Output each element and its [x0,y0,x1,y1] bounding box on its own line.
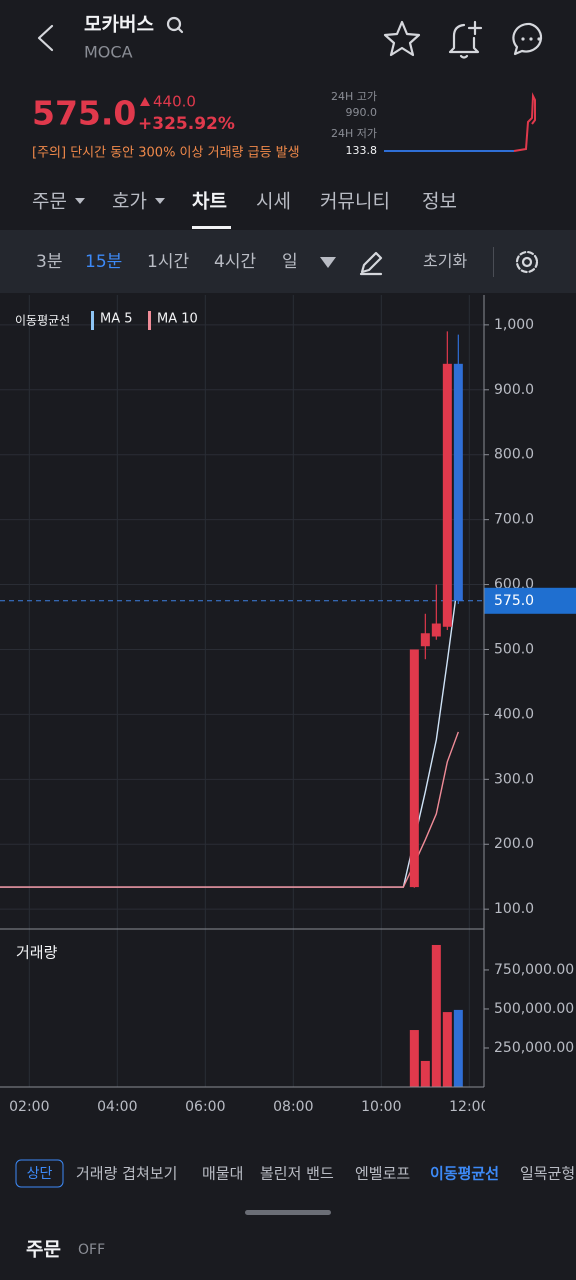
tab-active[interactable]: 차트 [192,191,227,213]
volume-bar [442,1012,452,1087]
interval-bar [0,230,576,293]
x-tick-label: 02:00 [9,1099,49,1115]
chat-button[interactable] [512,22,543,56]
asset-name: 모카버스 [84,14,154,36]
draw-tool[interactable] [359,251,383,276]
y-tick-label: 700.0 [494,512,534,528]
x-tick-label: 08:00 [273,1099,313,1115]
alarm-button[interactable] [448,20,483,59]
current-price-label: 575.0 [494,593,534,609]
legend-swatch [91,311,94,330]
indicator-bar [0,1150,576,1196]
current-price-tag [484,587,576,614]
y-tick-label: 300.0 [494,771,534,787]
indicator[interactable]: 일목균형표 [520,1165,576,1183]
volume-bar [409,1030,419,1087]
high-label: 24H 고가 [331,90,377,103]
indicator[interactable]: 매물대 [202,1165,243,1183]
high-value: 990.0 [346,106,378,119]
price-change-rate: +325.92% [138,114,235,134]
tab[interactable]: 주문 [32,191,67,213]
interval-active[interactable]: 15분 [85,252,122,272]
plot: 02:00 04:00 06:00 08:00 10:00 12:00 [0,295,489,1115]
favorite-button[interactable] [383,20,421,57]
volume-title: 거래량 [16,944,58,962]
legend-label: MA 5 [100,312,133,327]
x-tick-label: 12:00 [449,1099,489,1115]
candle-body [431,623,441,637]
x-tick-label: 04:00 [97,1099,137,1115]
reset-button[interactable]: 초기화 [423,252,467,271]
search-icon[interactable] [166,16,184,34]
order-button[interactable]: 주문 [26,1239,61,1261]
x-tick-label: 10:00 [361,1099,401,1115]
interval[interactable]: 3분 [36,252,62,272]
x-tick-label: 06:00 [185,1099,225,1115]
asset-symbol: MOCA [84,43,133,62]
candle-body [442,363,452,627]
interval[interactable]: 일 [282,252,298,272]
volume-tick-label: 750,000.00 [494,962,574,978]
mini-chart [384,92,536,152]
tab[interactable]: 시세 [256,191,291,213]
candle-body [409,649,419,888]
price-change: 440.0 [153,93,196,111]
low-value: 133.8 [346,144,378,157]
volume-tick-label: 250,000.00 [494,1040,574,1056]
up-arrow [140,97,150,106]
volume-tick-label: 500,000.00 [494,1001,574,1017]
tab-caret [75,198,85,204]
tab[interactable]: 호가 [112,191,147,213]
top-toggle[interactable] [15,1159,64,1188]
order-state: OFF [78,1242,105,1258]
indicator[interactable]: 거래량 겹쳐보기 [76,1165,177,1183]
y-tick-label: 900.0 [494,382,534,398]
tab[interactable]: 정보 [422,191,457,213]
tab-caret [155,198,165,204]
handle[interactable] [245,1210,331,1215]
interval-dropdown[interactable] [320,257,336,268]
legend-swatch [148,311,151,330]
back-button[interactable] [37,24,54,52]
warning: [주의] 단시간 동안 300% 이상 거래량 급등 발생 [32,146,300,161]
y-tick-label: 800.0 [494,447,534,463]
y-tick-label: 200.0 [494,836,534,852]
tab[interactable]: 커뮤니티 [320,191,390,213]
axes: 100.0200.0300.0400.0500.0600.0700.0800.0… [484,317,576,1056]
y-tick-label: 100.0 [494,901,534,917]
volume-bar [431,944,441,1087]
interval[interactable]: 4시간 [214,252,256,272]
settings-button[interactable] [515,250,539,274]
volume-bar [420,1060,430,1087]
candle-body [453,363,463,601]
indicator-active[interactable]: 이동평균선 [430,1165,499,1183]
low-label: 24H 저가 [331,127,377,140]
tab-underline [192,226,231,229]
interval[interactable]: 1시간 [147,252,189,272]
legend-title: 이동평균선 [15,314,70,328]
y-tick-label: 500.0 [494,641,534,657]
divider [493,247,494,277]
indicator[interactable]: 볼린저 밴드 [260,1165,334,1183]
y-tick-label: 1,000 [494,317,534,333]
y-tick-label: 400.0 [494,706,534,722]
legend-label: MA 10 [157,312,198,327]
current-price: 575.0 [32,94,136,133]
indicator[interactable]: 엔벨로프 [355,1165,410,1183]
indicator[interactable]: 상단 [27,1166,53,1182]
ma-line [0,731,459,888]
volume-bar [453,1009,463,1087]
candle-body [420,633,430,647]
